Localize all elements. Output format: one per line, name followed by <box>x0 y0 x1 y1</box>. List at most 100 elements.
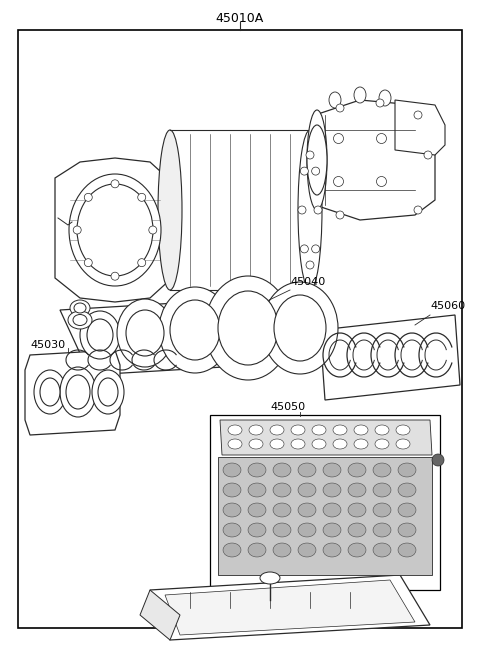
Ellipse shape <box>333 425 347 435</box>
Ellipse shape <box>323 483 341 497</box>
Text: 45060: 45060 <box>430 301 465 311</box>
Polygon shape <box>395 100 445 155</box>
Ellipse shape <box>77 184 153 276</box>
Ellipse shape <box>298 130 322 290</box>
Ellipse shape <box>66 375 90 409</box>
Ellipse shape <box>432 454 444 466</box>
Ellipse shape <box>223 543 241 557</box>
Ellipse shape <box>336 211 344 219</box>
Ellipse shape <box>249 425 263 435</box>
Ellipse shape <box>298 483 316 497</box>
Ellipse shape <box>84 194 92 201</box>
Ellipse shape <box>312 439 326 449</box>
Ellipse shape <box>138 258 146 267</box>
Ellipse shape <box>126 310 164 356</box>
Ellipse shape <box>314 206 322 214</box>
Ellipse shape <box>159 287 231 373</box>
Text: 45050: 45050 <box>270 402 305 412</box>
Ellipse shape <box>248 483 266 497</box>
Ellipse shape <box>348 483 366 497</box>
Ellipse shape <box>98 378 118 406</box>
Ellipse shape <box>312 425 326 435</box>
Ellipse shape <box>312 245 320 253</box>
Ellipse shape <box>223 483 241 497</box>
Polygon shape <box>55 158 172 302</box>
Ellipse shape <box>248 543 266 557</box>
Polygon shape <box>150 575 430 640</box>
Ellipse shape <box>376 134 386 144</box>
Ellipse shape <box>170 300 220 360</box>
Ellipse shape <box>270 425 284 435</box>
Ellipse shape <box>300 167 308 175</box>
Ellipse shape <box>414 206 422 214</box>
Ellipse shape <box>40 378 60 406</box>
Ellipse shape <box>307 125 327 195</box>
Ellipse shape <box>376 99 384 107</box>
Text: 45040: 45040 <box>290 277 325 287</box>
Ellipse shape <box>414 111 422 119</box>
Ellipse shape <box>218 291 278 365</box>
Ellipse shape <box>373 543 391 557</box>
Ellipse shape <box>398 503 416 517</box>
Ellipse shape <box>333 439 347 449</box>
Ellipse shape <box>69 174 161 286</box>
Ellipse shape <box>312 167 320 175</box>
Ellipse shape <box>111 272 119 280</box>
Ellipse shape <box>323 503 341 517</box>
Ellipse shape <box>111 180 119 188</box>
Text: 45010A: 45010A <box>216 12 264 24</box>
Ellipse shape <box>306 261 314 269</box>
Ellipse shape <box>80 311 120 359</box>
Ellipse shape <box>300 245 308 253</box>
Text: 45030: 45030 <box>30 340 65 350</box>
Bar <box>210 415 440 590</box>
Ellipse shape <box>117 299 173 367</box>
Ellipse shape <box>74 303 86 313</box>
Ellipse shape <box>87 319 113 351</box>
Ellipse shape <box>398 483 416 497</box>
Ellipse shape <box>291 425 305 435</box>
Ellipse shape <box>92 370 124 414</box>
Ellipse shape <box>273 523 291 537</box>
Ellipse shape <box>291 439 305 449</box>
Ellipse shape <box>348 463 366 477</box>
Ellipse shape <box>396 439 410 449</box>
Ellipse shape <box>249 439 263 449</box>
Ellipse shape <box>334 176 344 186</box>
Polygon shape <box>165 580 415 635</box>
Ellipse shape <box>298 206 306 214</box>
Polygon shape <box>60 295 340 375</box>
Ellipse shape <box>60 367 96 417</box>
Ellipse shape <box>323 463 341 477</box>
Ellipse shape <box>348 523 366 537</box>
Ellipse shape <box>158 130 182 290</box>
Ellipse shape <box>396 425 410 435</box>
Ellipse shape <box>348 543 366 557</box>
Ellipse shape <box>323 543 341 557</box>
Ellipse shape <box>73 226 81 234</box>
Ellipse shape <box>398 543 416 557</box>
Ellipse shape <box>306 151 314 159</box>
Ellipse shape <box>68 311 92 329</box>
Ellipse shape <box>273 483 291 497</box>
Ellipse shape <box>348 503 366 517</box>
Ellipse shape <box>375 439 389 449</box>
Ellipse shape <box>379 90 391 106</box>
Ellipse shape <box>354 425 368 435</box>
Ellipse shape <box>373 503 391 517</box>
Ellipse shape <box>260 572 280 584</box>
Ellipse shape <box>273 503 291 517</box>
Polygon shape <box>140 590 180 640</box>
Polygon shape <box>218 457 432 575</box>
Ellipse shape <box>248 463 266 477</box>
Ellipse shape <box>398 523 416 537</box>
Ellipse shape <box>373 463 391 477</box>
Ellipse shape <box>228 439 242 449</box>
Ellipse shape <box>336 104 344 112</box>
Ellipse shape <box>376 176 386 186</box>
Polygon shape <box>220 420 432 455</box>
Ellipse shape <box>298 463 316 477</box>
Ellipse shape <box>298 503 316 517</box>
Ellipse shape <box>373 483 391 497</box>
Ellipse shape <box>223 523 241 537</box>
